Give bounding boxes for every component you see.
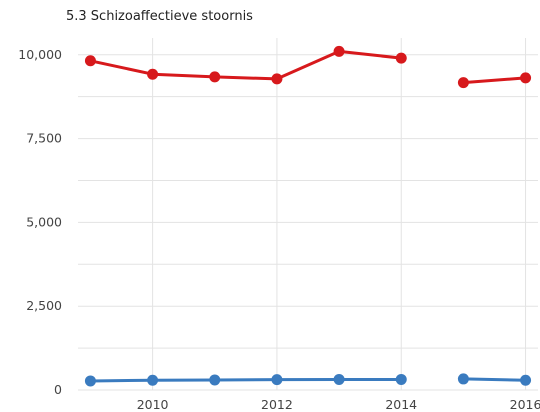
y-tick-label: 0 [54, 382, 62, 397]
y-tick-label: 10,000 [18, 47, 62, 62]
series-line [90, 49, 402, 81]
data-point [147, 68, 159, 80]
series-line [463, 76, 526, 85]
x-tick-label: 2012 [261, 397, 293, 412]
series-line [463, 377, 526, 382]
x-tick-label: 2016 [510, 397, 540, 412]
data-point [395, 373, 407, 385]
axis-ticks: 2010 2012 2014 2016 0 2,500 5,000 7,500 10,000 [18, 47, 540, 412]
data-point [333, 373, 345, 385]
y-tick-label: 7,500 [26, 131, 62, 146]
data-point [147, 374, 159, 386]
series-lines [84, 45, 532, 387]
data-point [271, 374, 283, 386]
data-point [395, 52, 407, 64]
data-point [209, 374, 221, 386]
grid-lines [78, 38, 538, 391]
y-tick-label: 5,000 [26, 214, 62, 229]
y-tick-label: 2,500 [26, 298, 62, 313]
data-point [84, 55, 96, 67]
series-line [90, 377, 402, 383]
data-point [457, 77, 469, 89]
x-tick-label: 2010 [137, 397, 169, 412]
data-point [333, 45, 345, 57]
data-point [209, 71, 221, 83]
x-tick-label: 2014 [385, 397, 417, 412]
data-point [520, 374, 532, 386]
data-point [457, 373, 469, 385]
data-point [271, 73, 283, 85]
data-point [84, 375, 96, 387]
chart-title: 5.3 Schizoaffectieve stoornis [66, 9, 253, 24]
data-point [520, 72, 532, 84]
